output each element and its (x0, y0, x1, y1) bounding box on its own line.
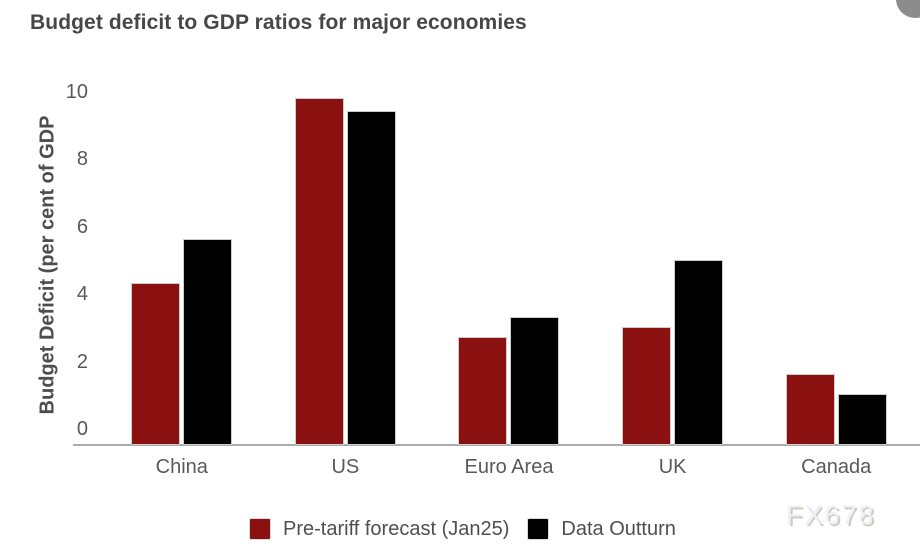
bar-group-us (264, 85, 428, 445)
bar-group-euro-area (427, 85, 591, 445)
bar (458, 337, 508, 445)
watermark: FX678 (786, 500, 876, 530)
y-tick-label: 10 (65, 81, 88, 103)
bar-group-china (100, 85, 264, 445)
bar (131, 283, 181, 445)
y-tick-label: 0 (76, 418, 88, 440)
x-category-label: UK (658, 456, 687, 478)
bar-group-canada (754, 85, 918, 445)
legend-swatch (249, 518, 271, 540)
bar (837, 394, 887, 445)
plot-area (100, 85, 918, 445)
x-category-label: China (155, 456, 208, 478)
bar (622, 326, 672, 445)
y-tick-label: 8 (76, 148, 88, 171)
bar (785, 374, 835, 445)
legend: Pre-tariff forecast (Jan25) Data Outturn (249, 517, 676, 541)
bar (674, 259, 724, 445)
x-axis-line (73, 444, 920, 446)
legend-item: Pre-tariff forecast (Jan25) (249, 517, 509, 541)
chart-title: Budget deficit to GDP ratios for major e… (30, 11, 527, 34)
corner-circle-decoration (896, 0, 920, 18)
y-tick-label: 6 (76, 215, 88, 238)
y-tick-label: 4 (76, 283, 88, 306)
x-category-label: Euro Area (464, 456, 554, 478)
bar (294, 97, 344, 445)
x-category-label: Canada (801, 456, 872, 478)
y-tick-label: 2 (76, 350, 88, 373)
bar (183, 239, 233, 445)
legend-label: Data Outturn (561, 518, 676, 540)
legend-item: Data Outturn (527, 517, 676, 541)
legend-label: Pre-tariff forecast (Jan25) (283, 518, 510, 540)
bar (346, 111, 396, 445)
x-axis-category-labels: China US Euro Area UK Canada (100, 454, 918, 480)
bar-group-uk (591, 85, 755, 445)
legend-swatch (527, 518, 550, 540)
bar (510, 316, 560, 445)
x-category-label: US (331, 456, 360, 478)
